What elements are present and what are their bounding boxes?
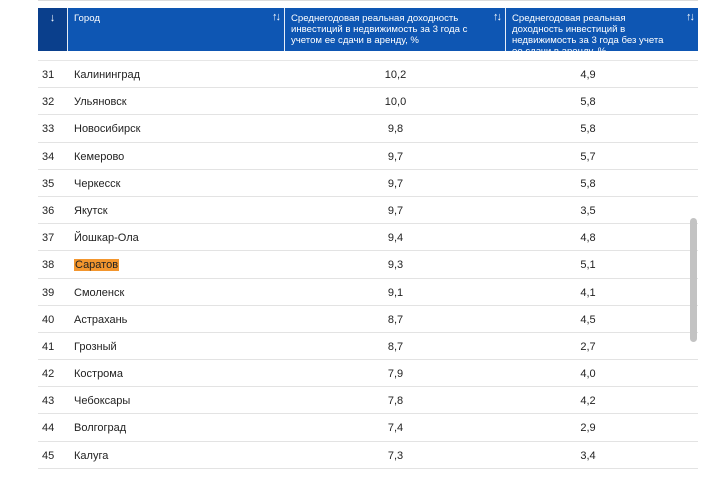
row-number: 37 xyxy=(42,232,55,245)
table-row: 42 Кострома 7,9 4,0 xyxy=(38,360,698,388)
row-city: Грозный xyxy=(74,340,117,353)
row-yield-with-rent: 8,7 xyxy=(387,340,404,353)
row-yield-without-rent: 2,7 xyxy=(580,340,596,353)
table-row: 38 Саратов 9,3 5,1 xyxy=(38,251,698,279)
row-yield-without-rent: 4,2 xyxy=(580,395,596,408)
row-yield-without-rent: 4,8 xyxy=(580,232,596,245)
row-yield-with-rent: 7,4 xyxy=(387,422,404,435)
row-yield-with-rent: 7,8 xyxy=(387,395,404,408)
row-yield-with-rent: 10,2 xyxy=(384,69,407,81)
row-yield-with-rent: 7,3 xyxy=(387,449,404,462)
header-yield-with-rent[interactable]: Среднегодовая реальная доходность инвест… xyxy=(285,8,506,51)
row-city: Астрахань xyxy=(74,313,128,326)
row-number: 43 xyxy=(42,395,55,408)
row-number: 44 xyxy=(42,422,55,435)
row-city: Калининград xyxy=(74,69,141,81)
header-yield-without-rent[interactable]: Среднегодовая реальная доходность инвест… xyxy=(506,8,698,58)
row-number: 34 xyxy=(42,150,55,163)
row-city: Волгоград xyxy=(74,422,127,435)
table-row: 36 Якутск 9,7 3,5 xyxy=(38,197,698,225)
row-yield-with-rent: 9,7 xyxy=(387,150,404,163)
header-divider xyxy=(38,60,698,61)
row-city: Ульяновск xyxy=(74,96,127,109)
table-body: 31 Калининград 10,2 4,9 32 Ульяновск 10,0 5,8 33… xyxy=(38,61,698,469)
top-divider xyxy=(38,0,698,1)
row-yield-with-rent: 9,8 xyxy=(387,123,404,136)
row-yield-without-rent: 5,8 xyxy=(580,123,596,136)
row-number: 42 xyxy=(42,368,55,381)
row-number: 35 xyxy=(42,177,55,190)
scrollbar-thumb[interactable] xyxy=(690,218,697,342)
row-city: Кемерово xyxy=(74,150,125,163)
header-yield-without-rent-label: Среднегодовая реальная доходность инвест… xyxy=(512,13,664,57)
row-yield-with-rent: 9,7 xyxy=(387,204,404,217)
row-number: 33 xyxy=(42,123,55,136)
table-row: 31 Калининград 10,2 4,9 xyxy=(38,61,698,89)
row-yield-with-rent: 8,7 xyxy=(387,313,404,326)
table-row: 44 Волгоград 7,4 2,9 xyxy=(38,414,698,442)
row-yield-with-rent: 7,9 xyxy=(387,368,404,381)
row-yield-without-rent: 4,5 xyxy=(580,313,596,326)
table-row: 35 Черкесск 9,7 5,8 xyxy=(38,170,698,197)
sort-icon[interactable]: ↑↓ xyxy=(493,11,502,23)
row-yield-without-rent: 5,7 xyxy=(580,150,596,163)
table-row: 34 Кемерово 9,7 5,7 xyxy=(38,143,698,170)
row-yield-with-rent: 9,3 xyxy=(387,259,404,272)
row-city: Чебоксары xyxy=(74,395,131,408)
row-city: Черкесск xyxy=(74,177,121,190)
table-header: ↓ Город ↑↓ Среднегодовая реальная доходн… xyxy=(38,8,698,58)
row-city: Калуга xyxy=(74,449,109,462)
row-yield-without-rent: 3,5 xyxy=(580,204,596,217)
row-number: 39 xyxy=(42,286,55,299)
row-city: Кострома xyxy=(74,368,123,381)
table-row: 41 Грозный 8,7 2,7 xyxy=(38,333,698,361)
row-yield-without-rent: 4,0 xyxy=(580,368,596,381)
sort-icon[interactable]: ↑↓ xyxy=(272,11,281,23)
row-yield-without-rent: 2,9 xyxy=(580,422,596,435)
table-row: 39 Смоленск 9,1 4,1 xyxy=(38,279,698,306)
row-number: 36 xyxy=(42,204,55,217)
row-number: 41 xyxy=(42,340,55,353)
table-row: 32 Ульяновск 10,0 5,8 xyxy=(38,88,698,116)
header-city[interactable]: Город ↑↓ xyxy=(68,8,285,51)
table-row: 33 Новосибирск 9,8 5,8 xyxy=(38,115,698,143)
row-number: 31 xyxy=(42,69,55,81)
table-row: 43 Чебоксары 7,8 4,2 xyxy=(38,387,698,415)
row-number: 45 xyxy=(42,449,55,462)
row-yield-without-rent: 4,9 xyxy=(580,69,596,81)
row-yield-with-rent: 9,4 xyxy=(387,232,404,245)
row-yield-with-rent: 10,0 xyxy=(384,96,407,109)
row-city: Саратов xyxy=(74,259,120,272)
row-yield-with-rent: 9,1 xyxy=(387,286,404,299)
row-yield-without-rent: 5,8 xyxy=(580,96,596,109)
arrow-down-icon: ↓ xyxy=(49,12,56,24)
sort-icon[interactable]: ↑↓ xyxy=(686,11,695,23)
row-yield-without-rent: 4,1 xyxy=(580,286,596,299)
row-number: 32 xyxy=(42,96,55,109)
row-city: Смоленск xyxy=(74,286,125,299)
row-yield-without-rent: 5,8 xyxy=(580,177,596,190)
row-number: 40 xyxy=(42,313,55,326)
row-number: 38 xyxy=(42,259,55,272)
row-city: Йошкар-Ола xyxy=(74,232,139,245)
table-row: 40 Астрахань 8,7 4,5 xyxy=(38,306,698,333)
header-yield-with-rent-label: Среднегодовая реальная доходность инвест… xyxy=(291,13,468,46)
header-num-sort[interactable]: ↓ xyxy=(38,8,68,51)
table-row: 45 Калуга 7,3 3,4 xyxy=(38,442,698,469)
row-yield-with-rent: 9,7 xyxy=(387,177,404,190)
header-city-label: Город xyxy=(74,13,100,24)
table-row: 37 Йошкар-Ола 9,4 4,8 xyxy=(38,224,698,252)
row-city: Якутск xyxy=(74,204,108,217)
row-yield-without-rent: 5,1 xyxy=(580,259,596,272)
row-city: Новосибирск xyxy=(74,123,141,136)
row-yield-without-rent: 3,4 xyxy=(580,449,596,462)
